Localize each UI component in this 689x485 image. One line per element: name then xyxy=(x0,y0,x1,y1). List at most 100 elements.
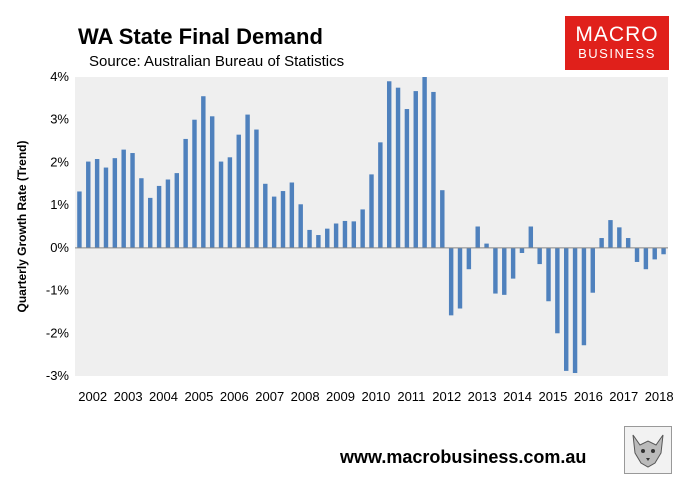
bar xyxy=(201,96,206,248)
footer-url-link[interactable]: www.macrobusiness.com.au xyxy=(340,447,587,467)
chart-title: WA State Final Demand xyxy=(78,24,323,49)
bar xyxy=(307,229,312,248)
bar xyxy=(280,191,286,248)
bar xyxy=(395,87,401,248)
bar xyxy=(263,183,268,248)
bar xyxy=(227,157,233,248)
y-axis-ticks: -3% -2% -1% 0% 1% 2% 3% 4% xyxy=(46,69,70,383)
bar xyxy=(165,179,171,248)
bar xyxy=(484,243,489,248)
y-tick-label: 2% xyxy=(50,154,69,169)
bar xyxy=(528,226,534,248)
chart-subtitle: Source: Australian Bureau of Statistics xyxy=(89,53,345,70)
y-tick-label: -2% xyxy=(46,325,70,340)
x-tick-label: 2011 xyxy=(397,389,425,404)
x-tick-label: 2005 xyxy=(184,389,213,404)
bar xyxy=(537,247,542,265)
x-tick-label: 2007 xyxy=(255,389,284,404)
bar xyxy=(298,204,303,248)
bar xyxy=(121,149,126,248)
logo-line2: BUSINESS xyxy=(578,46,656,61)
x-tick-label: 2009 xyxy=(326,389,355,404)
bar xyxy=(378,142,383,248)
x-tick-label: 2015 xyxy=(538,389,567,404)
bar xyxy=(77,191,82,248)
bar xyxy=(130,153,135,248)
bar xyxy=(218,161,224,248)
bar xyxy=(413,91,418,248)
bar xyxy=(608,220,613,248)
bar xyxy=(617,227,622,248)
bar xyxy=(103,167,109,248)
bar xyxy=(254,129,259,248)
x-axis-ticks: 2002 2003 2004 2005 2006 2007 2008 2009 2010 2011… xyxy=(78,389,673,404)
bar xyxy=(493,247,498,294)
y-tick-label: 0% xyxy=(50,240,69,255)
bar xyxy=(351,221,357,248)
bar xyxy=(183,138,188,248)
bar xyxy=(634,247,640,262)
bar xyxy=(519,247,525,253)
bar xyxy=(431,91,436,248)
bar xyxy=(510,247,516,279)
y-tick-label: 3% xyxy=(50,112,69,127)
bar xyxy=(174,173,179,248)
bar xyxy=(457,247,463,309)
bar xyxy=(440,190,445,248)
x-tick-label: 2012 xyxy=(432,389,461,404)
bar xyxy=(139,178,144,248)
bar xyxy=(555,247,560,334)
x-tick-label: 2006 xyxy=(220,389,249,404)
bar xyxy=(652,247,657,260)
bar xyxy=(236,134,241,248)
bar xyxy=(94,159,100,248)
bar xyxy=(590,247,595,293)
bar xyxy=(404,109,410,248)
bar xyxy=(475,226,480,248)
y-tick-label: 4% xyxy=(50,69,69,84)
x-tick-label: 2018 xyxy=(645,389,674,404)
x-tick-label: 2003 xyxy=(114,389,143,404)
y-axis-label: Quarterly Growth Rate (Trend) xyxy=(15,140,29,312)
bar xyxy=(572,247,578,374)
bar xyxy=(289,182,295,248)
x-tick-label: 2008 xyxy=(291,389,320,404)
x-tick-label: 2013 xyxy=(468,389,497,404)
bar xyxy=(502,247,507,295)
bars xyxy=(77,77,666,374)
bar xyxy=(271,196,277,248)
bar xyxy=(245,114,250,248)
bar xyxy=(192,119,197,248)
bar xyxy=(112,158,118,248)
bar xyxy=(86,161,91,248)
wolf-mascot-icon xyxy=(624,426,672,474)
y-tick-label: -1% xyxy=(46,283,70,298)
bar xyxy=(156,185,162,248)
bar xyxy=(661,247,666,255)
bar xyxy=(581,247,587,346)
logo-line1: MACRO xyxy=(575,23,659,46)
bar xyxy=(422,77,427,248)
x-tick-label: 2002 xyxy=(78,389,107,404)
macrobusiness-logo: MACRO BUSINESS xyxy=(565,16,669,70)
x-tick-label: 2017 xyxy=(609,389,638,404)
x-tick-label: 2004 xyxy=(149,389,178,404)
x-tick-label: 2010 xyxy=(361,389,390,404)
bar xyxy=(333,223,339,248)
bar xyxy=(369,174,374,248)
bar xyxy=(360,209,365,248)
bar xyxy=(448,247,454,316)
bar xyxy=(643,247,649,270)
bar xyxy=(342,220,348,248)
bar xyxy=(466,247,472,270)
y-tick-label: -3% xyxy=(46,368,70,383)
bar xyxy=(546,247,551,302)
bar xyxy=(148,197,153,248)
bar xyxy=(325,228,330,248)
bar xyxy=(209,116,215,248)
bar xyxy=(625,238,631,248)
x-tick-label: 2016 xyxy=(574,389,603,404)
y-tick-label: 1% xyxy=(50,197,69,212)
bar xyxy=(316,235,321,248)
